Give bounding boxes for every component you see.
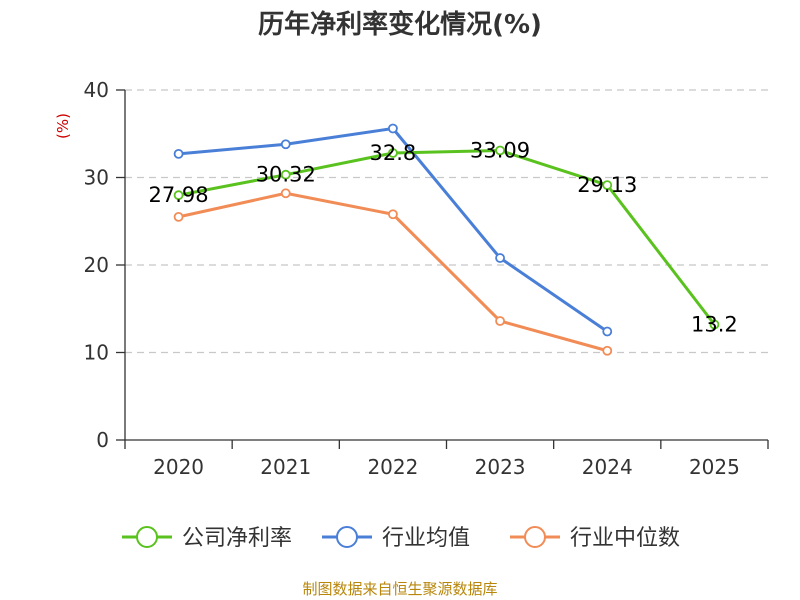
data-point xyxy=(280,139,291,150)
data-point xyxy=(173,190,184,201)
data-label: 13.2 xyxy=(691,313,738,337)
data-label: 30.32 xyxy=(256,163,316,187)
y-tick-label: 40 xyxy=(84,78,109,102)
data-point xyxy=(280,188,291,199)
data-series xyxy=(173,123,720,356)
data-label: 33.09 xyxy=(470,138,530,162)
x-tick-label: 2024 xyxy=(582,455,633,479)
data-labels: 27.98 30.32 32.8 33.09 29.13 13.2 xyxy=(149,138,738,336)
y-tick-label: 20 xyxy=(84,253,109,277)
data-label: 32.8 xyxy=(370,141,417,165)
legend-label: 行业中位数 xyxy=(570,526,680,551)
legend-label: 公司净利率 xyxy=(182,526,292,551)
data-point xyxy=(173,211,184,222)
data-point xyxy=(495,145,505,156)
legend-swatch-marker xyxy=(524,526,546,548)
grid-lines xyxy=(125,89,768,354)
data-point xyxy=(280,169,291,180)
data-point xyxy=(495,316,505,326)
data-point xyxy=(602,326,613,337)
data-label: 29.13 xyxy=(577,173,637,197)
data-point xyxy=(709,319,720,330)
data-point xyxy=(388,209,398,220)
x-tick-label: 2025 xyxy=(689,455,740,479)
data-point xyxy=(388,123,398,134)
axes: 0 10 20 30 40 2020 2021 2022 2023 2024 2025 xyxy=(84,78,769,479)
legend-label: 行业均值 xyxy=(382,526,470,551)
x-tick-label: 2023 xyxy=(475,455,526,479)
data-point xyxy=(495,253,505,263)
source-note: 制图数据来自恒生聚源数据库 xyxy=(302,580,497,598)
x-tick-label: 2020 xyxy=(153,455,204,479)
series-line-0 xyxy=(178,148,716,326)
data-point xyxy=(388,148,398,158)
legend-swatch-marker xyxy=(336,526,358,548)
data-point xyxy=(602,180,613,191)
data-point xyxy=(602,345,613,356)
y-tick-label: 30 xyxy=(84,166,109,190)
y-tick-label: 0 xyxy=(96,428,109,452)
data-label: 27.98 xyxy=(149,183,209,207)
data-point xyxy=(173,148,184,159)
legend: 公司净利率 行业均值 行业中位数 xyxy=(122,526,680,551)
x-tick-label: 2021 xyxy=(260,455,311,479)
chart-title: 历年净利率变化情况(%) xyxy=(258,9,542,40)
y-axis-unit-label: (%) xyxy=(54,113,72,139)
x-tick-label: 2022 xyxy=(367,455,418,479)
legend-swatch-marker xyxy=(136,526,158,548)
y-tick-label: 10 xyxy=(84,341,109,365)
